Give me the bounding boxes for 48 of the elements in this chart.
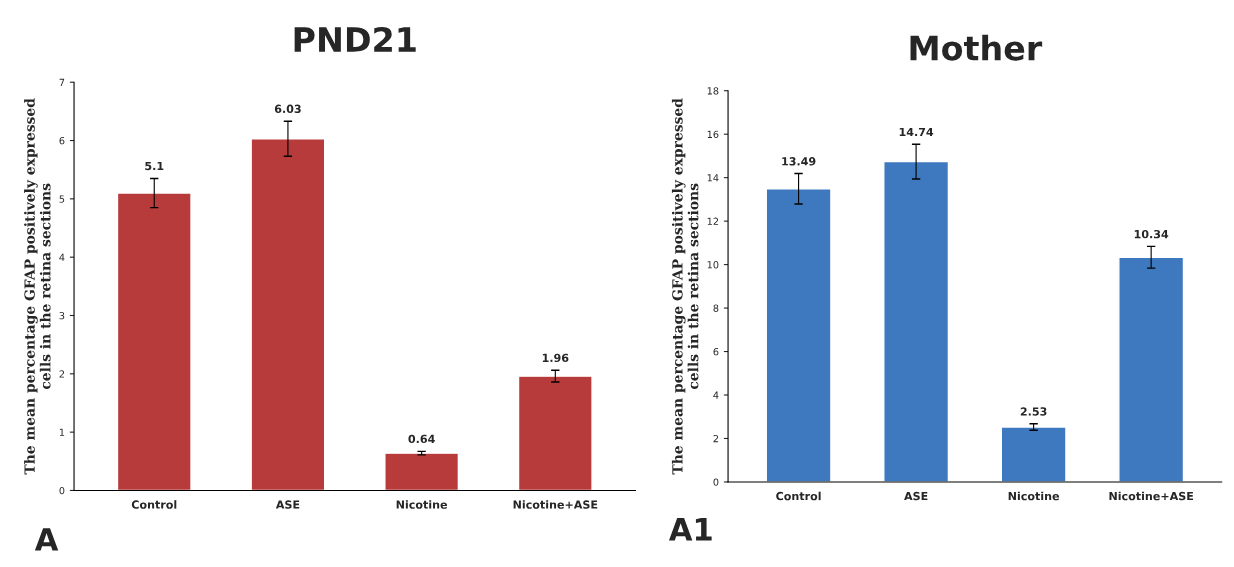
y-axis-title: The mean percentage GFAP positively expressed cells in the retina sections bbox=[671, 98, 699, 475]
data-label: 6.03 bbox=[274, 104, 301, 114]
x-tick-label: Control bbox=[776, 491, 821, 501]
text: A1 bbox=[668, 518, 712, 541]
y-tick-label: 14 bbox=[707, 174, 719, 182]
text: A bbox=[34, 528, 59, 551]
y-tick-label: 4 bbox=[713, 391, 719, 399]
y-tick-label: 7 bbox=[59, 78, 65, 86]
x-tick-label: Nicotine bbox=[396, 500, 448, 509]
y-tick-label: 18 bbox=[707, 87, 719, 95]
bar bbox=[517, 375, 593, 491]
x-tick-label: Control bbox=[131, 500, 177, 509]
y-axis-title: The mean percentage GFAP positively expressed cells in the retina sections bbox=[24, 98, 51, 475]
bar bbox=[1000, 426, 1067, 482]
bar bbox=[250, 138, 326, 491]
x-tick-label: ASE bbox=[275, 500, 300, 509]
y-tick-label: 8 bbox=[713, 304, 719, 312]
x-tick-label: Nicotine+ASE bbox=[1109, 491, 1194, 501]
data-label: 2.53 bbox=[1020, 407, 1047, 416]
data-label: 1.96 bbox=[542, 353, 569, 363]
bar bbox=[765, 188, 832, 482]
x-tick-label: ASE bbox=[904, 491, 928, 501]
y-tick-label: 0 bbox=[59, 486, 65, 495]
y-tick-label: 10 bbox=[707, 261, 719, 269]
data-label: 13.49 bbox=[782, 157, 816, 166]
chart-title: PND21 bbox=[294, 26, 416, 52]
y-tick-label: 2 bbox=[713, 434, 719, 443]
x-tick-label: Nicotine+ASE bbox=[513, 500, 598, 509]
data-label: 5.1 bbox=[145, 161, 164, 171]
y-tick-label: 6 bbox=[59, 137, 65, 145]
chart-title: Mother bbox=[910, 34, 1043, 61]
y-tick-label: 16 bbox=[707, 130, 719, 139]
y-tick-label: 1 bbox=[59, 428, 65, 436]
y-tick-label: 3 bbox=[59, 311, 65, 320]
bar bbox=[883, 160, 950, 482]
bar bbox=[1118, 256, 1185, 482]
y-tick-label: 12 bbox=[707, 217, 719, 225]
y-tick-label: 4 bbox=[59, 253, 65, 261]
bar bbox=[384, 452, 460, 491]
y-tick-label: 5 bbox=[59, 195, 65, 203]
y-tick-label: 6 bbox=[713, 348, 719, 356]
data-label: 0.64 bbox=[408, 434, 435, 444]
x-tick-label: Nicotine bbox=[1008, 491, 1060, 501]
data-label: 10.34 bbox=[1134, 229, 1169, 239]
data-label: 14.74 bbox=[899, 127, 934, 137]
y-tick-label: 2 bbox=[59, 370, 65, 378]
bar bbox=[116, 192, 192, 491]
y-tick-label: 0 bbox=[713, 478, 719, 486]
